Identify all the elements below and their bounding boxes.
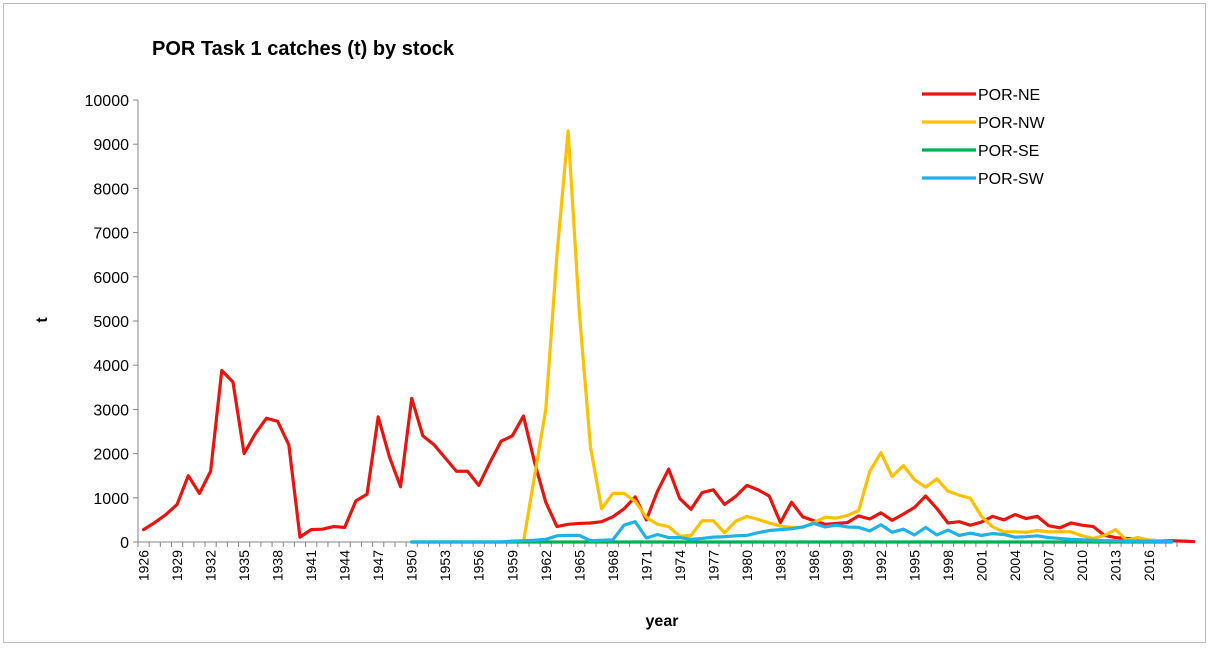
x-tick-label: 1998 xyxy=(940,550,956,581)
x-tick-label: 1971 xyxy=(638,550,654,581)
x-tick-label: 1926 xyxy=(136,550,152,581)
y-tick-label: 5000 xyxy=(93,314,129,331)
x-tick-label: 1965 xyxy=(571,550,587,581)
x-tick-label: 1956 xyxy=(471,550,487,581)
x-tick-label: 1977 xyxy=(705,550,721,581)
x-tick-label: 2010 xyxy=(1074,550,1090,581)
series-line-por-nw xyxy=(521,129,1174,544)
x-axis-title: year xyxy=(646,613,679,630)
x-tick-label: 1935 xyxy=(236,550,252,581)
y-tick-label: 9000 xyxy=(93,137,129,154)
x-tick-label: 1944 xyxy=(337,550,353,581)
y-tick-label: 10000 xyxy=(85,93,130,110)
y-axis-title: t xyxy=(34,317,51,323)
x-tick-label: 1941 xyxy=(303,550,319,581)
x-tick-label: 1995 xyxy=(906,550,922,581)
x-tick-label: 1962 xyxy=(538,550,554,581)
x-tick-label: 1947 xyxy=(370,550,386,581)
chart-title: POR Task 1 catches (t) by stock xyxy=(152,38,455,60)
x-tick-label: 1992 xyxy=(873,550,889,581)
y-tick-label: 2000 xyxy=(93,447,129,464)
x-tick-label: 1968 xyxy=(605,550,621,581)
y-axis: 0 1000 2000 3000 4000 5000 6000 7000 8000 9000 100… xyxy=(85,93,139,552)
x-tick-label: 2013 xyxy=(1108,550,1124,581)
x-tick-label: 2007 xyxy=(1041,550,1057,581)
x-tick-label: 1938 xyxy=(270,550,286,581)
x-tick-label: 1929 xyxy=(169,550,185,581)
series-line-por-sw xyxy=(410,520,1174,544)
y-tick-label: 0 xyxy=(120,535,129,552)
x-tick-label: 2001 xyxy=(973,550,989,581)
x-tick-label: 1953 xyxy=(437,550,453,581)
x-axis: 1926 1929 1932 1935 1938 1941 1944 1947 1950 1953… xyxy=(136,541,1178,581)
y-tick-label: 7000 xyxy=(93,226,129,243)
x-tick-label: 1989 xyxy=(839,550,855,581)
x-tick-label: 2004 xyxy=(1007,550,1023,581)
x-tick-label: 2016 xyxy=(1141,550,1157,581)
legend-label-por-sw: POR-SW xyxy=(978,171,1045,188)
y-tick-label: 3000 xyxy=(93,402,129,419)
legend: POR-NE POR-NW POR-SE POR-SW xyxy=(922,87,1046,188)
legend-label-por-se: POR-SE xyxy=(978,143,1039,160)
y-tick-label: 6000 xyxy=(93,270,129,287)
legend-label-por-nw: POR-NW xyxy=(978,115,1046,132)
legend-label-por-ne: POR-NE xyxy=(978,87,1040,104)
y-tick-label: 4000 xyxy=(93,358,129,375)
series-line-por-ne xyxy=(141,368,1196,544)
x-tick-label: 1932 xyxy=(203,550,219,581)
x-tick-label: 1983 xyxy=(772,550,788,581)
x-tick-label: 1950 xyxy=(404,550,420,581)
x-tick-label: 1980 xyxy=(739,550,755,581)
x-tick-label: 1959 xyxy=(504,550,520,581)
y-tick-label: 1000 xyxy=(93,491,129,508)
x-tick-label: 1986 xyxy=(806,550,822,581)
x-tick-label: 1974 xyxy=(672,550,688,581)
series-layer xyxy=(141,129,1196,544)
y-tick-label: 8000 xyxy=(93,181,129,198)
